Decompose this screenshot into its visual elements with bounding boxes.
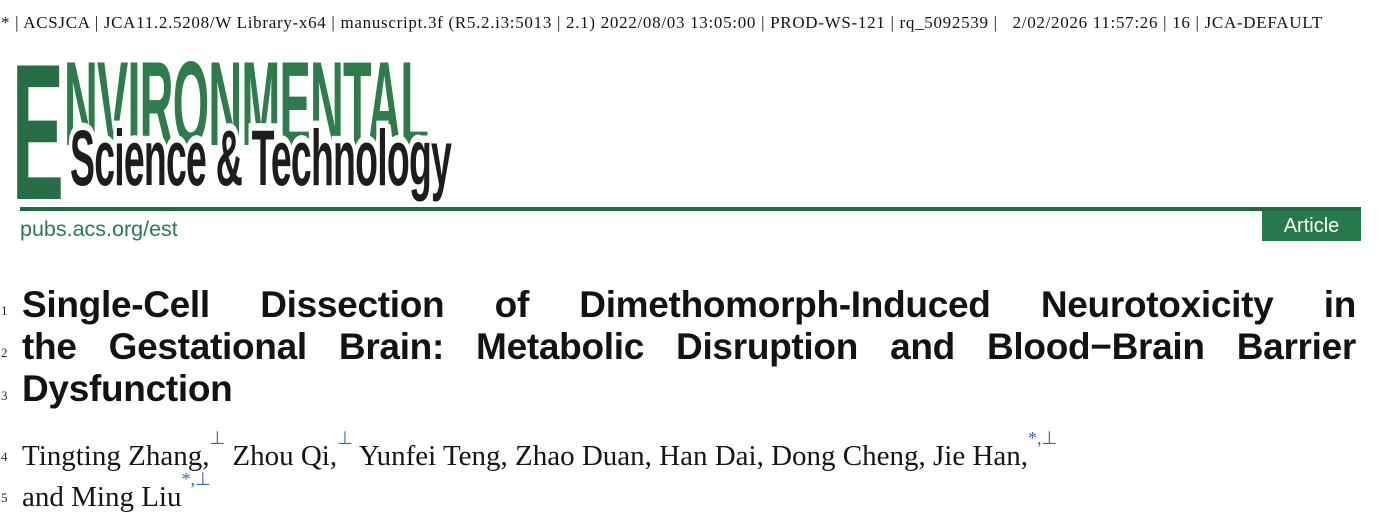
title-line-1: Single-Cell Dissection of Dimethomorph-I…	[22, 284, 1356, 325]
production-metadata: * | ACSJCA | JCA11.2.5208/W Library-x64 …	[1, 13, 1323, 32]
author-affiliation-superscript: *,⊥	[1028, 428, 1058, 449]
journal-url-link[interactable]: pubs.acs.org/est	[20, 217, 178, 241]
authors-line-2: and Ming Liu*,⊥	[22, 470, 1367, 517]
title-line-3: Dysfunction	[22, 368, 233, 409]
logo-scitech-outline: Science & Technology	[66, 108, 455, 210]
logo-environmental-text: NVIRONMENTAL	[64, 37, 429, 171]
author-name: and Ming Liu	[22, 481, 182, 513]
author-name: Zhou Qi,	[232, 440, 338, 472]
margin-line-number: 3	[1, 388, 8, 403]
logo-big-e: E	[12, 23, 64, 241]
authors-line-1: Tingting Zhang,⊥ Zhou Qi,⊥ Yunfei Teng, …	[22, 429, 1367, 476]
margin-line-number: 1	[1, 303, 8, 318]
article-type-badge: Article	[1262, 211, 1361, 241]
author-affiliation-superscript: ⊥	[337, 428, 353, 449]
title-line-2: the Gestational Brain: Metabolic Disrupt…	[22, 326, 1356, 367]
margin-line-number: 4	[1, 449, 8, 464]
logo-scitech-text: Science & Technology	[70, 115, 452, 204]
header-rule	[20, 207, 1361, 211]
author-affiliation-superscript: ⊥	[209, 428, 226, 449]
author-name: Tingting Zhang,	[22, 440, 210, 472]
margin-line-number: 2	[1, 345, 8, 360]
author-affiliation-superscript: *,⊥	[181, 469, 211, 490]
article-title: Single-Cell Dissection of Dimethomorph-I…	[22, 284, 1356, 410]
author-name: Yunfei Teng, Zhao Duan, Han Dai, Dong Ch…	[358, 440, 1029, 472]
margin-line-number: 5	[1, 490, 8, 505]
